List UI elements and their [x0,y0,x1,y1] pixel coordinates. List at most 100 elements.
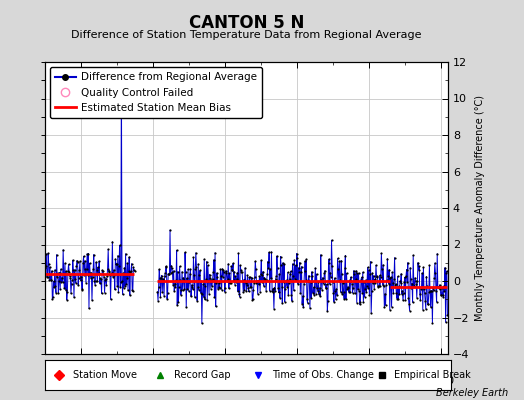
Point [327,273,335,280]
Point [382,282,390,288]
Point [389,290,398,296]
Point [252,266,260,272]
Point [398,288,407,294]
Point [75,266,83,273]
Point [288,261,297,267]
Point [250,273,259,280]
Point [248,296,256,303]
Point [97,290,106,296]
Point [264,258,272,265]
Point [279,260,287,266]
Point [299,293,307,299]
Point [257,257,266,264]
Point [235,293,244,300]
Point [219,273,227,280]
Point [60,271,68,278]
Point [110,267,118,273]
Point [294,265,303,271]
Point [73,259,82,265]
Point [360,278,368,285]
Point [348,280,356,287]
Point [258,272,267,278]
Point [289,273,297,280]
Point [166,227,174,233]
Point [385,280,393,287]
Point [260,274,268,281]
Point [333,255,342,262]
Point [428,288,436,294]
Point [191,265,200,272]
Point [102,275,110,282]
Point [180,277,188,283]
Point [296,290,304,296]
Point [323,308,332,314]
Point [414,266,423,273]
Point [261,277,269,284]
Point [278,284,286,290]
Point [231,282,239,288]
Point [291,276,299,282]
Point [84,250,93,257]
Point [443,268,451,274]
Point [101,290,109,296]
Point [365,292,374,299]
Point [174,299,183,305]
Point [355,288,363,294]
Point [398,291,406,297]
Point [313,288,322,294]
Point [183,275,191,281]
Point [380,304,389,311]
Point [217,273,225,279]
Point [71,276,79,282]
Point [210,256,218,263]
Point [182,304,190,310]
Point [275,289,283,296]
Point [365,266,373,273]
Point [221,288,229,295]
Point [62,297,71,303]
Point [47,277,56,283]
Point [308,273,316,279]
Point [403,279,411,285]
Text: Station Move: Station Move [73,370,137,380]
Point [43,274,51,280]
Point [394,273,402,280]
Point [413,278,422,284]
Point [357,277,365,283]
Point [67,290,75,297]
Y-axis label: Monthly Temperature Anomaly Difference (°C): Monthly Temperature Anomaly Difference (… [475,95,485,321]
Point [238,269,246,276]
Point [272,253,281,259]
Point [428,320,436,326]
Point [230,268,238,275]
Point [199,281,207,287]
Point [180,286,189,292]
Point [292,250,301,257]
Point [401,296,410,303]
Point [197,278,205,285]
Point [388,269,396,276]
Point [202,276,210,282]
Point [127,268,135,274]
Point [331,287,340,294]
Point [267,275,275,282]
Point [256,288,264,295]
Point [68,280,76,287]
Point [356,301,364,308]
Point [80,272,89,278]
Point [323,281,331,288]
Point [72,280,80,286]
Point [165,271,173,277]
Point [404,294,412,301]
Point [78,286,86,292]
Point [167,262,176,269]
Point [233,276,241,282]
Text: 1920: 1920 [211,376,239,386]
Point [301,258,309,264]
Point [85,260,94,266]
Point [72,263,81,269]
Point [225,285,233,292]
Point [308,269,316,275]
Point [283,269,292,276]
Point [57,279,66,285]
